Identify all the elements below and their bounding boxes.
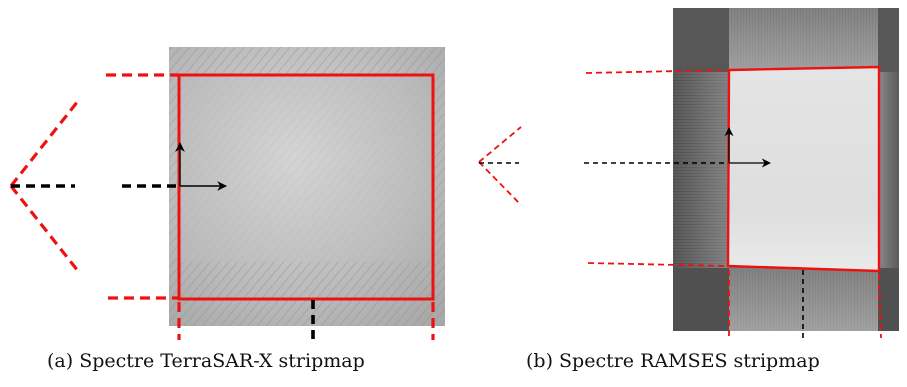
panel-b-top-right-corner: [878, 8, 899, 72]
caption-b: (b) Spectre RAMSES stripmap: [526, 350, 820, 372]
panel-b-bottom-left-corner: [673, 268, 729, 331]
panel-b-right-band: [878, 72, 899, 268]
panel-b-cone-upper: [479, 127, 521, 162]
panel-b-spectrum: [673, 8, 899, 331]
panel-a-cone-lower: [11, 186, 78, 271]
panel-b-top-left-corner: [673, 8, 729, 72]
panel-a-stripes-center: [181, 75, 432, 262]
panel-a-cone-upper: [11, 101, 78, 186]
panel-b-bright-support: [729, 67, 878, 270]
panel-b-bottom-right-corner: [878, 268, 899, 331]
panel-b-horizontal-texture: [673, 72, 729, 268]
panel-a-stripes-top: [169, 47, 445, 75]
caption-a: (a) Spectre TerraSAR-X stripmap: [47, 350, 365, 372]
panel-b-cone-lower: [479, 162, 521, 205]
panel-a-stripes-bottom: [169, 262, 445, 326]
